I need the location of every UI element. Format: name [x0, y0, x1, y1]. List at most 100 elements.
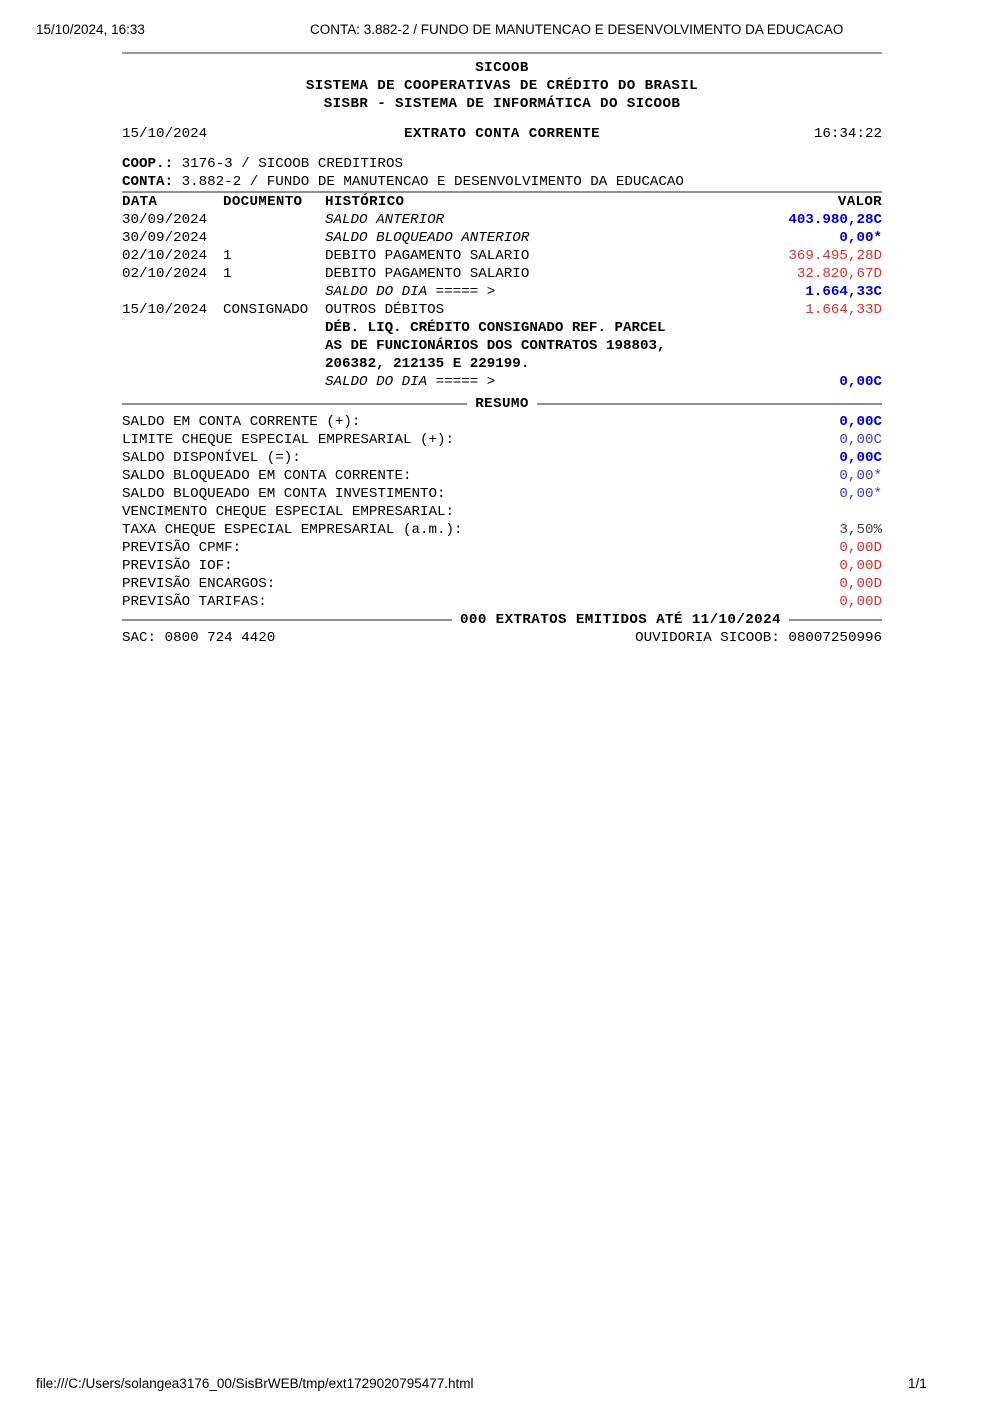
resumo-label: SALDO BLOQUEADO EM CONTA CORRENTE: [122, 468, 412, 484]
transactions-table: DATA DOCUMENTO HISTÓRICO VALOR 30/09/202… [122, 193, 882, 391]
cell-documento: CONSIGNADO [223, 302, 309, 318]
resumo-divider-line-right [536, 403, 883, 405]
browser-print-header: 15/10/2024, 16:33 CONTA: 3.882-2 / FUNDO… [0, 22, 1000, 40]
table-row: SALDO DO DIA ===== > 0,00C [122, 373, 882, 391]
resumo-row: PREVISÃO CPMF: 0,00D [122, 539, 882, 557]
resumo-label: PREVISÃO IOF: [122, 558, 233, 574]
column-header-data: DATA [122, 194, 158, 210]
resumo-divider: RESUMO [122, 395, 883, 413]
resumo-row: VENCIMENTO CHEQUE ESPECIAL EMPRESARIAL: [122, 503, 882, 521]
cell-documento: 1 [223, 248, 232, 264]
cell-documento: 1 [223, 266, 232, 282]
emitted-divider-line-left [122, 619, 452, 621]
cell-historico: OUTROS DÉBITOS [325, 302, 445, 318]
resumo-value: 0,00D [839, 558, 882, 574]
resumo-value: 0,00* [839, 486, 882, 502]
resumo-label: PREVISÃO TARIFAS: [122, 594, 267, 610]
table-row: DÉB. LIQ. CRÉDITO CONSIGNADO REF. PARCEL [122, 319, 882, 337]
resumo-label: LIMITE CHEQUE ESPECIAL EMPRESARIAL (+): [122, 432, 455, 448]
coop-label: COOP.: [122, 156, 174, 172]
table-top-rule [122, 191, 882, 193]
cell-valor: 1.664,33C [805, 284, 882, 300]
report-title: EXTRATO CONTA CORRENTE [403, 126, 601, 142]
table-row: 02/10/2024 1 DEBITO PAGAMENTO SALARIO 32.82… [122, 265, 882, 283]
print-header-title: CONTA: 3.882-2 / FUNDO DE MANUTENCAO E D… [310, 22, 844, 37]
letterhead-line-2: SISTEMA DE COOPERATIVAS DE CRÉDITO DO BR… [305, 78, 699, 94]
cell-valor: 403.980,28C [788, 212, 882, 228]
resumo-label: PREVISÃO CPMF: [122, 540, 242, 556]
resumo-value: 0,00D [839, 540, 882, 556]
coop-value: 3176-3 / SICOOB CREDITIROS [173, 156, 403, 172]
ouvidoria-phone: OUVIDORIA SICOOB: 08007250996 [635, 630, 882, 646]
cell-historico: SALDO ANTERIOR [325, 212, 445, 228]
resumo-label: SALDO BLOQUEADO EM CONTA INVESTIMENTO: [122, 486, 446, 502]
resumo-value: 0,00* [839, 468, 882, 484]
cell-data: 15/10/2024 [122, 302, 208, 318]
cell-historico: SALDO DO DIA ===== > [325, 374, 496, 390]
table-row: 30/09/2024 SALDO ANTERIOR 403.980,28C [122, 211, 882, 229]
cell-valor: 0,00* [839, 230, 882, 246]
print-header-datetime: 15/10/2024, 16:33 [36, 22, 145, 37]
resumo-row: SALDO EM CONTA CORRENTE (+): 0,00C [122, 413, 882, 431]
table-row: SALDO DO DIA ===== > 1.664,33C [122, 283, 882, 301]
cell-historico: DEBITO PAGAMENTO SALARIO [325, 248, 530, 264]
table-row: 30/09/2024 SALDO BLOQUEADO ANTERIOR 0,00* [122, 229, 882, 247]
cell-historico: DEBITO PAGAMENTO SALARIO [325, 266, 530, 282]
table-row: AS DE FUNCIONÁRIOS DOS CONTRATOS 198803, [122, 337, 882, 355]
emitted-caption: 000 EXTRATOS EMITIDOS ATÉ 11/10/2024 [460, 612, 781, 628]
column-header-documento: DOCUMENTO [223, 194, 303, 210]
print-footer-file-url: file:///C:/Users/solangea3176_00/SisBrWE… [36, 1376, 474, 1391]
top-rule [122, 52, 882, 54]
cell-data: 02/10/2024 [122, 248, 208, 264]
resumo-row: SALDO BLOQUEADO EM CONTA CORRENTE: 0,00* [122, 467, 882, 485]
cell-historico: AS DE FUNCIONÁRIOS DOS CONTRATOS 198803, [325, 338, 666, 354]
resumo-value: 0,00D [839, 594, 882, 610]
browser-print-footer: file:///C:/Users/solangea3176_00/SisBrWE… [0, 1376, 1000, 1394]
report-date: 15/10/2024 [122, 126, 208, 142]
contacts-row: SAC: 0800 724 4420 OUVIDORIA SICOOB: 080… [122, 629, 882, 647]
conta-value: 3.882-2 / FUNDO DE MANUTENCAO E DESENVOL… [173, 174, 684, 190]
column-header-valor: VALOR [837, 194, 882, 210]
cell-valor: 32.820,67D [796, 266, 882, 282]
resumo-value: 0,00C [839, 450, 882, 466]
resumo-divider-line-left [122, 403, 468, 405]
resumo-label: SALDO DISPONÍVEL (=): [122, 450, 301, 466]
resumo-row: PREVISÃO TARIFAS: 0,00D [122, 593, 882, 611]
cell-valor: 0,00C [839, 374, 882, 390]
cell-historico: SALDO BLOQUEADO ANTERIOR [325, 230, 530, 246]
report-time: 16:34:22 [813, 126, 882, 142]
sac-phone: SAC: 0800 724 4420 [122, 630, 276, 646]
resumo-row: TAXA CHEQUE ESPECIAL EMPRESARIAL (a.m.):… [122, 521, 882, 539]
report-bar: 15/10/2024 EXTRATO CONTA CORRENTE 16:34:… [122, 125, 882, 143]
cell-valor: 369.495,28D [788, 248, 882, 264]
cell-data: 30/09/2024 [122, 212, 208, 228]
table-row: 15/10/2024 CONSIGNADO OUTROS DÉBITOS 1.664,… [122, 301, 882, 319]
resumo-value: 0,00D [839, 576, 882, 592]
conta-line: CONTA: 3.882-2 / FUNDO DE MANUTENCAO E D… [122, 173, 882, 191]
cell-data: 30/09/2024 [122, 230, 208, 246]
cell-historico: SALDO DO DIA ===== > [325, 284, 496, 300]
resumo-label: TAXA CHEQUE ESPECIAL EMPRESARIAL (a.m.): [122, 522, 463, 538]
table-row: 206382, 212135 E 229199. [122, 355, 882, 373]
resumo-value: 0,00C [839, 414, 882, 430]
cell-historico: 206382, 212135 E 229199. [325, 356, 530, 372]
resumo-value: 0,00C [839, 432, 882, 448]
cell-historico: DÉB. LIQ. CRÉDITO CONSIGNADO REF. PARCEL [325, 320, 666, 336]
resumo-row: PREVISÃO IOF: 0,00D [122, 557, 882, 575]
letterhead: SICOOB SISTEMA DE COOPERATIVAS DE CRÉDIT… [122, 54, 882, 113]
emitted-divider: 000 EXTRATOS EMITIDOS ATÉ 11/10/2024 [122, 611, 882, 629]
resumo-row: SALDO DISPONÍVEL (=): 0,00C [122, 449, 882, 467]
resumo-row: PREVISÃO ENCARGOS: 0,00D [122, 575, 882, 593]
resumo-label: SALDO EM CONTA CORRENTE (+): [122, 414, 361, 430]
bank-statement-sheet: SICOOB SISTEMA DE COOPERATIVAS DE CRÉDIT… [122, 52, 883, 647]
resumo-value: 3,50% [839, 522, 882, 538]
resumo-label: VENCIMENTO CHEQUE ESPECIAL EMPRESARIAL: [122, 504, 455, 520]
emitted-divider-line-right [788, 619, 882, 621]
cell-data: 02/10/2024 [122, 266, 208, 282]
transactions-body: 30/09/2024 SALDO ANTERIOR 403.980,28C 30/09… [122, 211, 882, 391]
resumo-row: LIMITE CHEQUE ESPECIAL EMPRESARIAL (+): 0… [122, 431, 882, 449]
conta-label: CONTA: [122, 174, 174, 190]
letterhead-line-1: SICOOB [475, 60, 529, 76]
letterhead-line-3: SISBR - SISTEMA DE INFORMÁTICA DO SICOOB [323, 96, 681, 112]
coop-line: COOP.: 3176-3 / SICOOB CREDITIROS [122, 155, 882, 173]
